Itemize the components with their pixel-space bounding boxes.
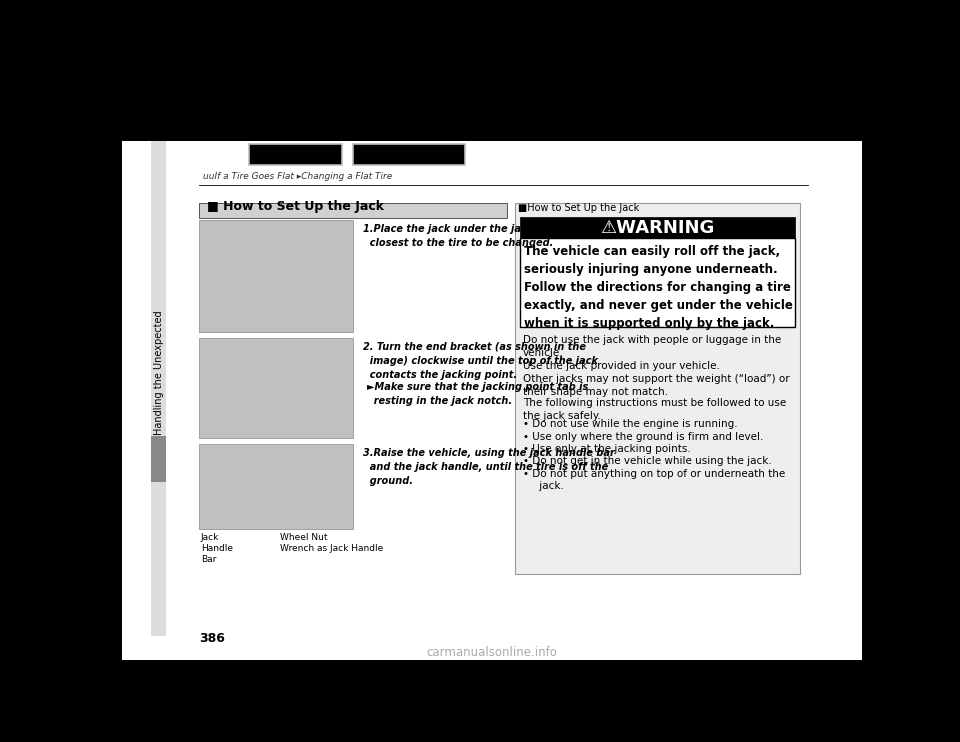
Bar <box>519 238 796 327</box>
Text: Jack
Handle
Bar: Jack Handle Bar <box>201 533 233 564</box>
Bar <box>250 145 342 165</box>
Bar <box>200 203 508 218</box>
Text: ⚠WARNING: ⚠WARNING <box>600 220 715 237</box>
Text: • Do not get in the vehicle while using the jack.: • Do not get in the vehicle while using … <box>523 456 772 466</box>
Text: Use the jack provided in your vehicle.
Other jacks may not support the weight (“: Use the jack provided in your vehicle. O… <box>523 361 789 397</box>
Bar <box>151 142 166 636</box>
Text: The vehicle can easily roll off the jack,
seriously injuring anyone underneath.: The vehicle can easily roll off the jack… <box>524 245 780 275</box>
Bar <box>123 89 861 142</box>
Text: carmanualsonline.info: carmanualsonline.info <box>426 646 558 659</box>
Text: 3.Raise the vehicle, using the jack handle bar
  and the jack handle, until the : 3.Raise the vehicle, using the jack hand… <box>363 448 614 486</box>
Bar <box>151 436 166 482</box>
Text: • Use only where the ground is firm and level.: • Use only where the ground is firm and … <box>523 432 763 441</box>
Text: • Use only at the jacking points.: • Use only at the jacking points. <box>523 444 690 454</box>
Text: ►Make sure that the jacking point tab is
  resting in the jack notch.: ►Make sure that the jacking point tab is… <box>368 382 588 407</box>
Text: 1.Place the jack under the jacking point
  closest to the tire to be changed.: 1.Place the jack under the jacking point… <box>363 224 583 248</box>
Text: • Do not put anything on top of or underneath the
     jack.: • Do not put anything on top of or under… <box>523 469 785 491</box>
Text: 2. Turn the end bracket (as shown in the
  image) clockwise until the top of the: 2. Turn the end bracket (as shown in the… <box>363 341 598 380</box>
Text: 386: 386 <box>200 632 226 645</box>
Text: The following instructions must be followed to use
the jack safely.: The following instructions must be follo… <box>523 398 786 421</box>
Bar <box>200 444 353 529</box>
Bar <box>516 203 800 574</box>
Text: Follow the directions for changing a tire
exactly, and never get under the vehic: Follow the directions for changing a tir… <box>524 280 793 329</box>
Bar <box>200 220 353 332</box>
Text: uuIf a Tire Goes Flat ▸Changing a Flat Tire: uuIf a Tire Goes Flat ▸Changing a Flat T… <box>204 172 393 182</box>
Bar <box>519 217 796 238</box>
Text: Do not use the jack with people or luggage in the
vehicle.: Do not use the jack with people or lugga… <box>523 335 781 358</box>
Text: • Do not use while the engine is running.: • Do not use while the engine is running… <box>523 419 737 430</box>
Bar <box>353 145 465 165</box>
Text: Wheel Nut
Wrench as Jack Handle: Wheel Nut Wrench as Jack Handle <box>280 533 383 553</box>
Text: Handling the Unexpected: Handling the Unexpected <box>154 311 163 436</box>
Text: ■ How to Set Up the Jack: ■ How to Set Up the Jack <box>207 200 384 213</box>
Bar <box>200 338 353 438</box>
Text: ■How to Set Up the Jack: ■How to Set Up the Jack <box>518 203 639 213</box>
